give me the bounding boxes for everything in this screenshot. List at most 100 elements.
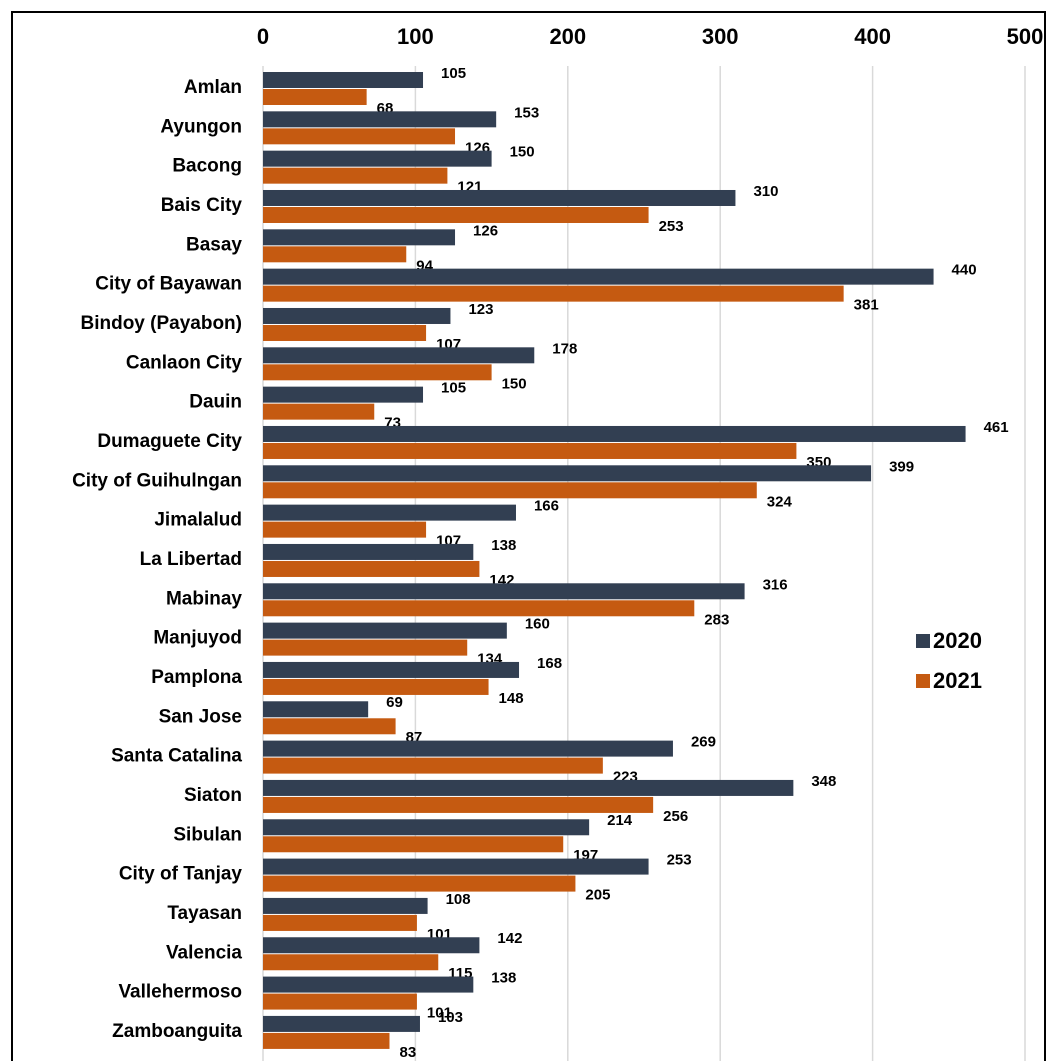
bar	[263, 796, 654, 813]
category-label: Bacong	[172, 156, 242, 177]
bar	[263, 111, 497, 128]
bar	[263, 757, 603, 774]
bar	[263, 285, 844, 302]
value-label: 105	[441, 380, 466, 397]
bar	[263, 914, 417, 931]
legend-swatch	[916, 674, 930, 688]
bar	[263, 442, 797, 459]
x-tick-label: 200	[549, 24, 586, 49]
bar	[263, 819, 590, 836]
bar	[263, 639, 468, 656]
category-label: City of Tanjay	[119, 864, 243, 885]
bar	[263, 858, 649, 875]
value-label: 160	[525, 616, 550, 633]
value-label: 153	[514, 104, 539, 121]
bar	[263, 268, 934, 285]
value-label: 253	[659, 218, 684, 235]
bar	[263, 740, 673, 757]
bar	[263, 583, 745, 600]
x-tick-label: 400	[854, 24, 891, 49]
value-label: 253	[667, 852, 692, 869]
category-label: Bais City	[161, 195, 243, 216]
category-label: Valencia	[166, 942, 242, 963]
bar	[263, 779, 794, 796]
bar	[263, 128, 456, 145]
bar	[263, 465, 872, 482]
bar	[263, 386, 424, 403]
value-label: 126	[473, 222, 498, 239]
bar	[263, 1015, 420, 1032]
bar	[263, 718, 396, 735]
category-label: Vallehermoso	[118, 982, 242, 1003]
bar	[263, 89, 367, 105]
value-label: 381	[854, 297, 879, 314]
value-label: 205	[585, 887, 610, 904]
value-label: 166	[534, 498, 559, 515]
value-label: 316	[763, 576, 788, 593]
value-label: 103	[438, 1009, 463, 1026]
category-label: Sibulan	[173, 824, 242, 845]
bar	[263, 482, 757, 499]
category-label: City of Bayawan	[95, 274, 242, 295]
value-label: 123	[468, 301, 493, 318]
bar	[263, 937, 480, 954]
category-label: Zamboanguita	[112, 1021, 242, 1042]
value-label: 348	[811, 773, 836, 790]
category-label: Basay	[186, 234, 242, 255]
bar	[263, 229, 456, 246]
category-label: La Libertad	[140, 549, 242, 570]
value-label: 310	[753, 183, 778, 200]
x-tick-label: 0	[257, 24, 269, 49]
bar	[263, 364, 492, 381]
value-label: 148	[499, 690, 524, 707]
category-label: Canlaon City	[126, 352, 243, 373]
bar	[263, 701, 369, 718]
category-label: Pamplona	[151, 667, 242, 688]
value-label: 108	[446, 891, 471, 908]
x-tick-label: 100	[397, 24, 434, 49]
bar	[263, 622, 507, 639]
value-label: 168	[537, 655, 562, 672]
x-tick-label: 500	[1007, 24, 1044, 49]
bar	[263, 600, 695, 617]
bar	[263, 1032, 390, 1049]
category-label: Ayungon	[160, 116, 242, 137]
category-label: Dauin	[189, 392, 242, 413]
legend-label: 2020	[933, 628, 982, 653]
value-label: 138	[491, 537, 516, 554]
bar	[263, 307, 451, 324]
category-label: Tayasan	[167, 903, 242, 924]
bar	[263, 836, 564, 853]
category-label: City of Guihulngan	[72, 470, 242, 491]
bar	[263, 425, 966, 442]
bar	[263, 403, 375, 420]
bar	[263, 246, 407, 263]
bar	[263, 504, 516, 521]
bar	[263, 543, 474, 560]
bar	[263, 150, 492, 167]
value-label: 440	[952, 262, 977, 279]
category-label: Jimalalud	[154, 510, 242, 531]
bar	[263, 661, 520, 678]
value-label: 178	[552, 340, 577, 357]
value-label: 150	[510, 144, 535, 161]
x-tick-label: 300	[702, 24, 739, 49]
bar	[263, 954, 439, 971]
bar	[263, 167, 448, 184]
bar	[263, 678, 489, 695]
bar	[263, 560, 480, 577]
category-label: Amlan	[184, 77, 242, 98]
value-label: 69	[386, 694, 403, 711]
value-label: 256	[663, 808, 688, 825]
bar	[263, 206, 649, 223]
category-label: Bindoy (Payabon)	[80, 313, 242, 334]
bar	[263, 897, 428, 914]
bar	[263, 993, 417, 1010]
bar	[263, 189, 736, 206]
bar	[263, 521, 427, 538]
value-label: 138	[491, 970, 516, 987]
bar	[263, 976, 474, 993]
value-label: 142	[497, 930, 522, 947]
value-label: 461	[984, 419, 1009, 436]
